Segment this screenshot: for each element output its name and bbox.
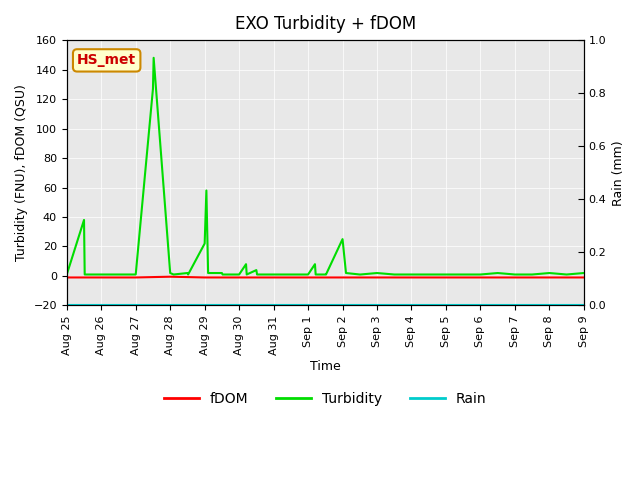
X-axis label: Time: Time	[310, 360, 340, 373]
Legend: fDOM, Turbidity, Rain: fDOM, Turbidity, Rain	[159, 387, 492, 412]
Y-axis label: Rain (mm): Rain (mm)	[612, 140, 625, 205]
Text: HS_met: HS_met	[77, 53, 136, 67]
Y-axis label: Turbidity (FNU), fDOM (QSU): Turbidity (FNU), fDOM (QSU)	[15, 84, 28, 261]
Title: EXO Turbidity + fDOM: EXO Turbidity + fDOM	[235, 15, 416, 33]
